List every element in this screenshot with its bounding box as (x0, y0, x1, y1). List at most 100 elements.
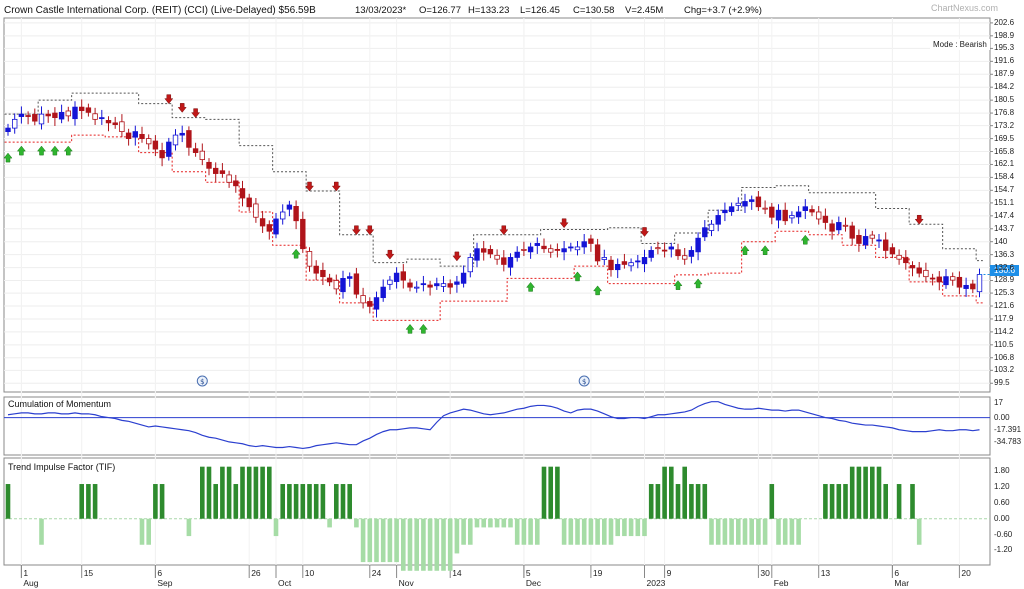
price-tick-label: 103.2 (994, 365, 1015, 375)
tif-bar (421, 518, 426, 571)
tif-bar (789, 518, 795, 545)
tif-bar (709, 518, 714, 545)
tif-bar (313, 484, 319, 519)
tif-bar (829, 484, 835, 519)
candle-body (829, 223, 835, 232)
tif-bar (856, 466, 862, 519)
candle-body (373, 297, 380, 310)
candle-body (869, 234, 875, 239)
candle-body (943, 276, 949, 286)
candle-body (735, 202, 741, 206)
candle-body (795, 211, 802, 218)
time-tick-label: 9 (666, 568, 672, 578)
time-tick-label: 10 (304, 568, 315, 578)
candle-body (85, 107, 92, 113)
candle-body (883, 239, 889, 251)
tif-bar (447, 518, 453, 571)
candle-body (836, 222, 842, 231)
tif-bar (682, 466, 687, 519)
tif-tick: -0.60 (994, 530, 1013, 539)
candle-body (769, 206, 775, 218)
tif-bar (548, 466, 553, 519)
tif-bar (896, 484, 902, 519)
dividend-icon-glyph: $ (582, 378, 586, 386)
candle-body (929, 277, 936, 280)
tif-bar (380, 518, 386, 563)
candle-body (775, 209, 782, 221)
tif-bar (581, 518, 587, 545)
candle-body (708, 223, 715, 231)
candle-body (467, 257, 473, 273)
price-tick-label: 162.1 (994, 159, 1015, 169)
tif-bar (669, 466, 674, 519)
tif-bar (461, 518, 466, 545)
price-tick-label: 121.6 (994, 301, 1015, 310)
price-tick-label: 184.2 (994, 82, 1015, 92)
tif-bar (642, 518, 647, 537)
candle-body (413, 286, 420, 289)
candle-body (313, 265, 319, 274)
buy-signal-arrow (693, 278, 703, 289)
tif-bar (394, 518, 399, 563)
dividend-icon-glyph: $ (200, 378, 204, 386)
tif-bar (541, 466, 547, 519)
time-tick-label: 14 (452, 568, 462, 578)
tif-bar (849, 466, 855, 519)
candle-body (239, 188, 246, 199)
price-tick-label: 169.5 (994, 133, 1015, 143)
tif-bar (287, 484, 292, 519)
candle-body (125, 132, 132, 139)
sell-signal-arrow (164, 94, 174, 105)
buy-signal-arrow (800, 234, 810, 245)
tif-bar (588, 518, 594, 545)
tif-bar (226, 466, 232, 519)
candle-body (521, 248, 527, 251)
buy-signal-arrow (526, 282, 536, 292)
candle-body (72, 106, 78, 120)
tif-bar (233, 484, 239, 519)
tif-bar (870, 466, 875, 519)
tif-bar (843, 484, 848, 519)
price-tick-label: 125.3 (994, 288, 1015, 298)
candle-body (326, 277, 333, 283)
tif-bar (595, 518, 600, 545)
tif-bar (153, 484, 158, 519)
candle-body (541, 245, 547, 250)
candle-body (454, 281, 460, 285)
tif-bar (481, 518, 486, 528)
candle-body (688, 250, 695, 257)
buy-signal-arrow (16, 145, 26, 156)
candle-body (668, 246, 674, 250)
time-tick-label: 24 (371, 568, 382, 578)
tif-bar (327, 518, 332, 528)
tif-bar (307, 484, 312, 519)
candle-body (79, 106, 85, 112)
tif-pane-label: Trend Impulse Factor (TIF) (8, 462, 116, 472)
candle-body (755, 196, 762, 208)
candle-body (976, 274, 983, 293)
time-tick-label: Dec (525, 578, 542, 588)
tif-bar (39, 518, 44, 545)
tif-bar (434, 518, 440, 571)
tif-bar (561, 518, 567, 545)
quote-high: H=133.23 (468, 5, 510, 16)
buy-signal-arrow (50, 145, 60, 156)
time-tick-label: Sep (157, 578, 173, 588)
candle-body (166, 141, 172, 157)
candle-body (192, 148, 199, 153)
buy-signal-arrow (3, 152, 13, 163)
price-tick-label: 191.6 (994, 56, 1015, 66)
time-tick-label: Oct (278, 578, 292, 588)
tif-bar (334, 484, 339, 519)
quote-open: O=126.77 (419, 5, 461, 16)
buy-signal-arrow (405, 323, 415, 334)
candle-body (145, 138, 152, 145)
tif-bar (427, 518, 433, 571)
sell-signal-arrow (304, 181, 315, 192)
tif-bar (675, 484, 681, 519)
tif-bar (407, 518, 413, 571)
time-tick-label: 6 (157, 568, 163, 578)
price-tick-label: 143.7 (994, 223, 1015, 233)
